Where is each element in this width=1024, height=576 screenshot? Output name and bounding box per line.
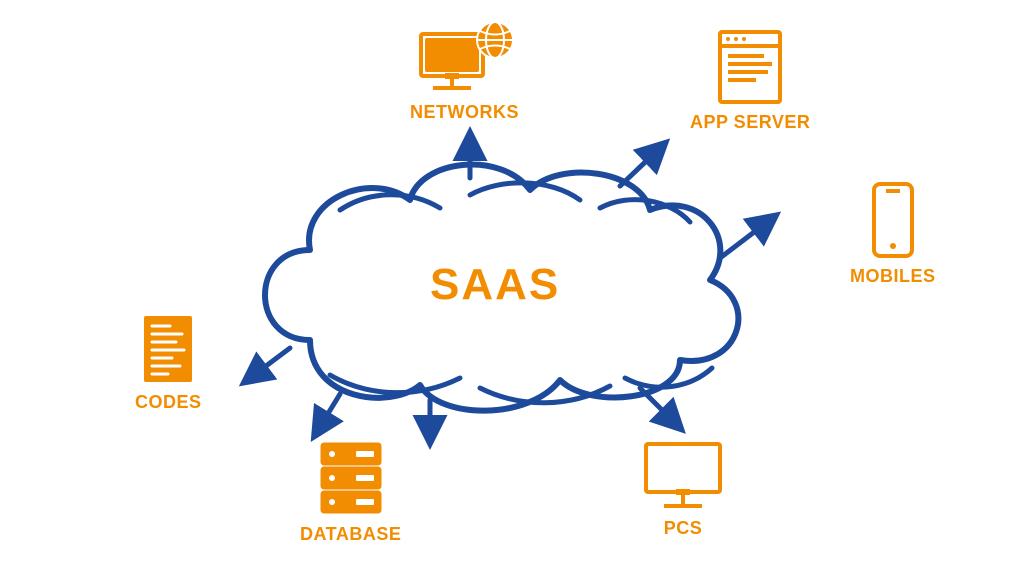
node-pcs: PCS	[640, 440, 726, 539]
node-label: APP SERVER	[690, 112, 810, 133]
node-label: PCS	[664, 518, 703, 539]
node-database: DATABASE	[300, 440, 401, 545]
diagram-stage: SAAS NETWORKS	[0, 0, 1024, 576]
code-sheet-icon	[140, 312, 196, 386]
monitor-globe-icon	[415, 18, 515, 96]
node-label: CODES	[135, 392, 202, 413]
node-mobiles: MOBILES	[850, 180, 936, 287]
server-icon	[318, 440, 384, 518]
center-label: SAAS	[430, 260, 560, 310]
node-appserver: APP SERVER	[690, 28, 810, 133]
node-networks: NETWORKS	[410, 18, 519, 123]
node-codes: CODES	[135, 312, 202, 413]
mobile-icon	[868, 180, 918, 260]
monitor-icon	[640, 440, 726, 512]
node-label: DATABASE	[300, 524, 401, 545]
window-lines-icon	[716, 28, 784, 106]
node-label: MOBILES	[850, 266, 936, 287]
node-label: NETWORKS	[410, 102, 519, 123]
